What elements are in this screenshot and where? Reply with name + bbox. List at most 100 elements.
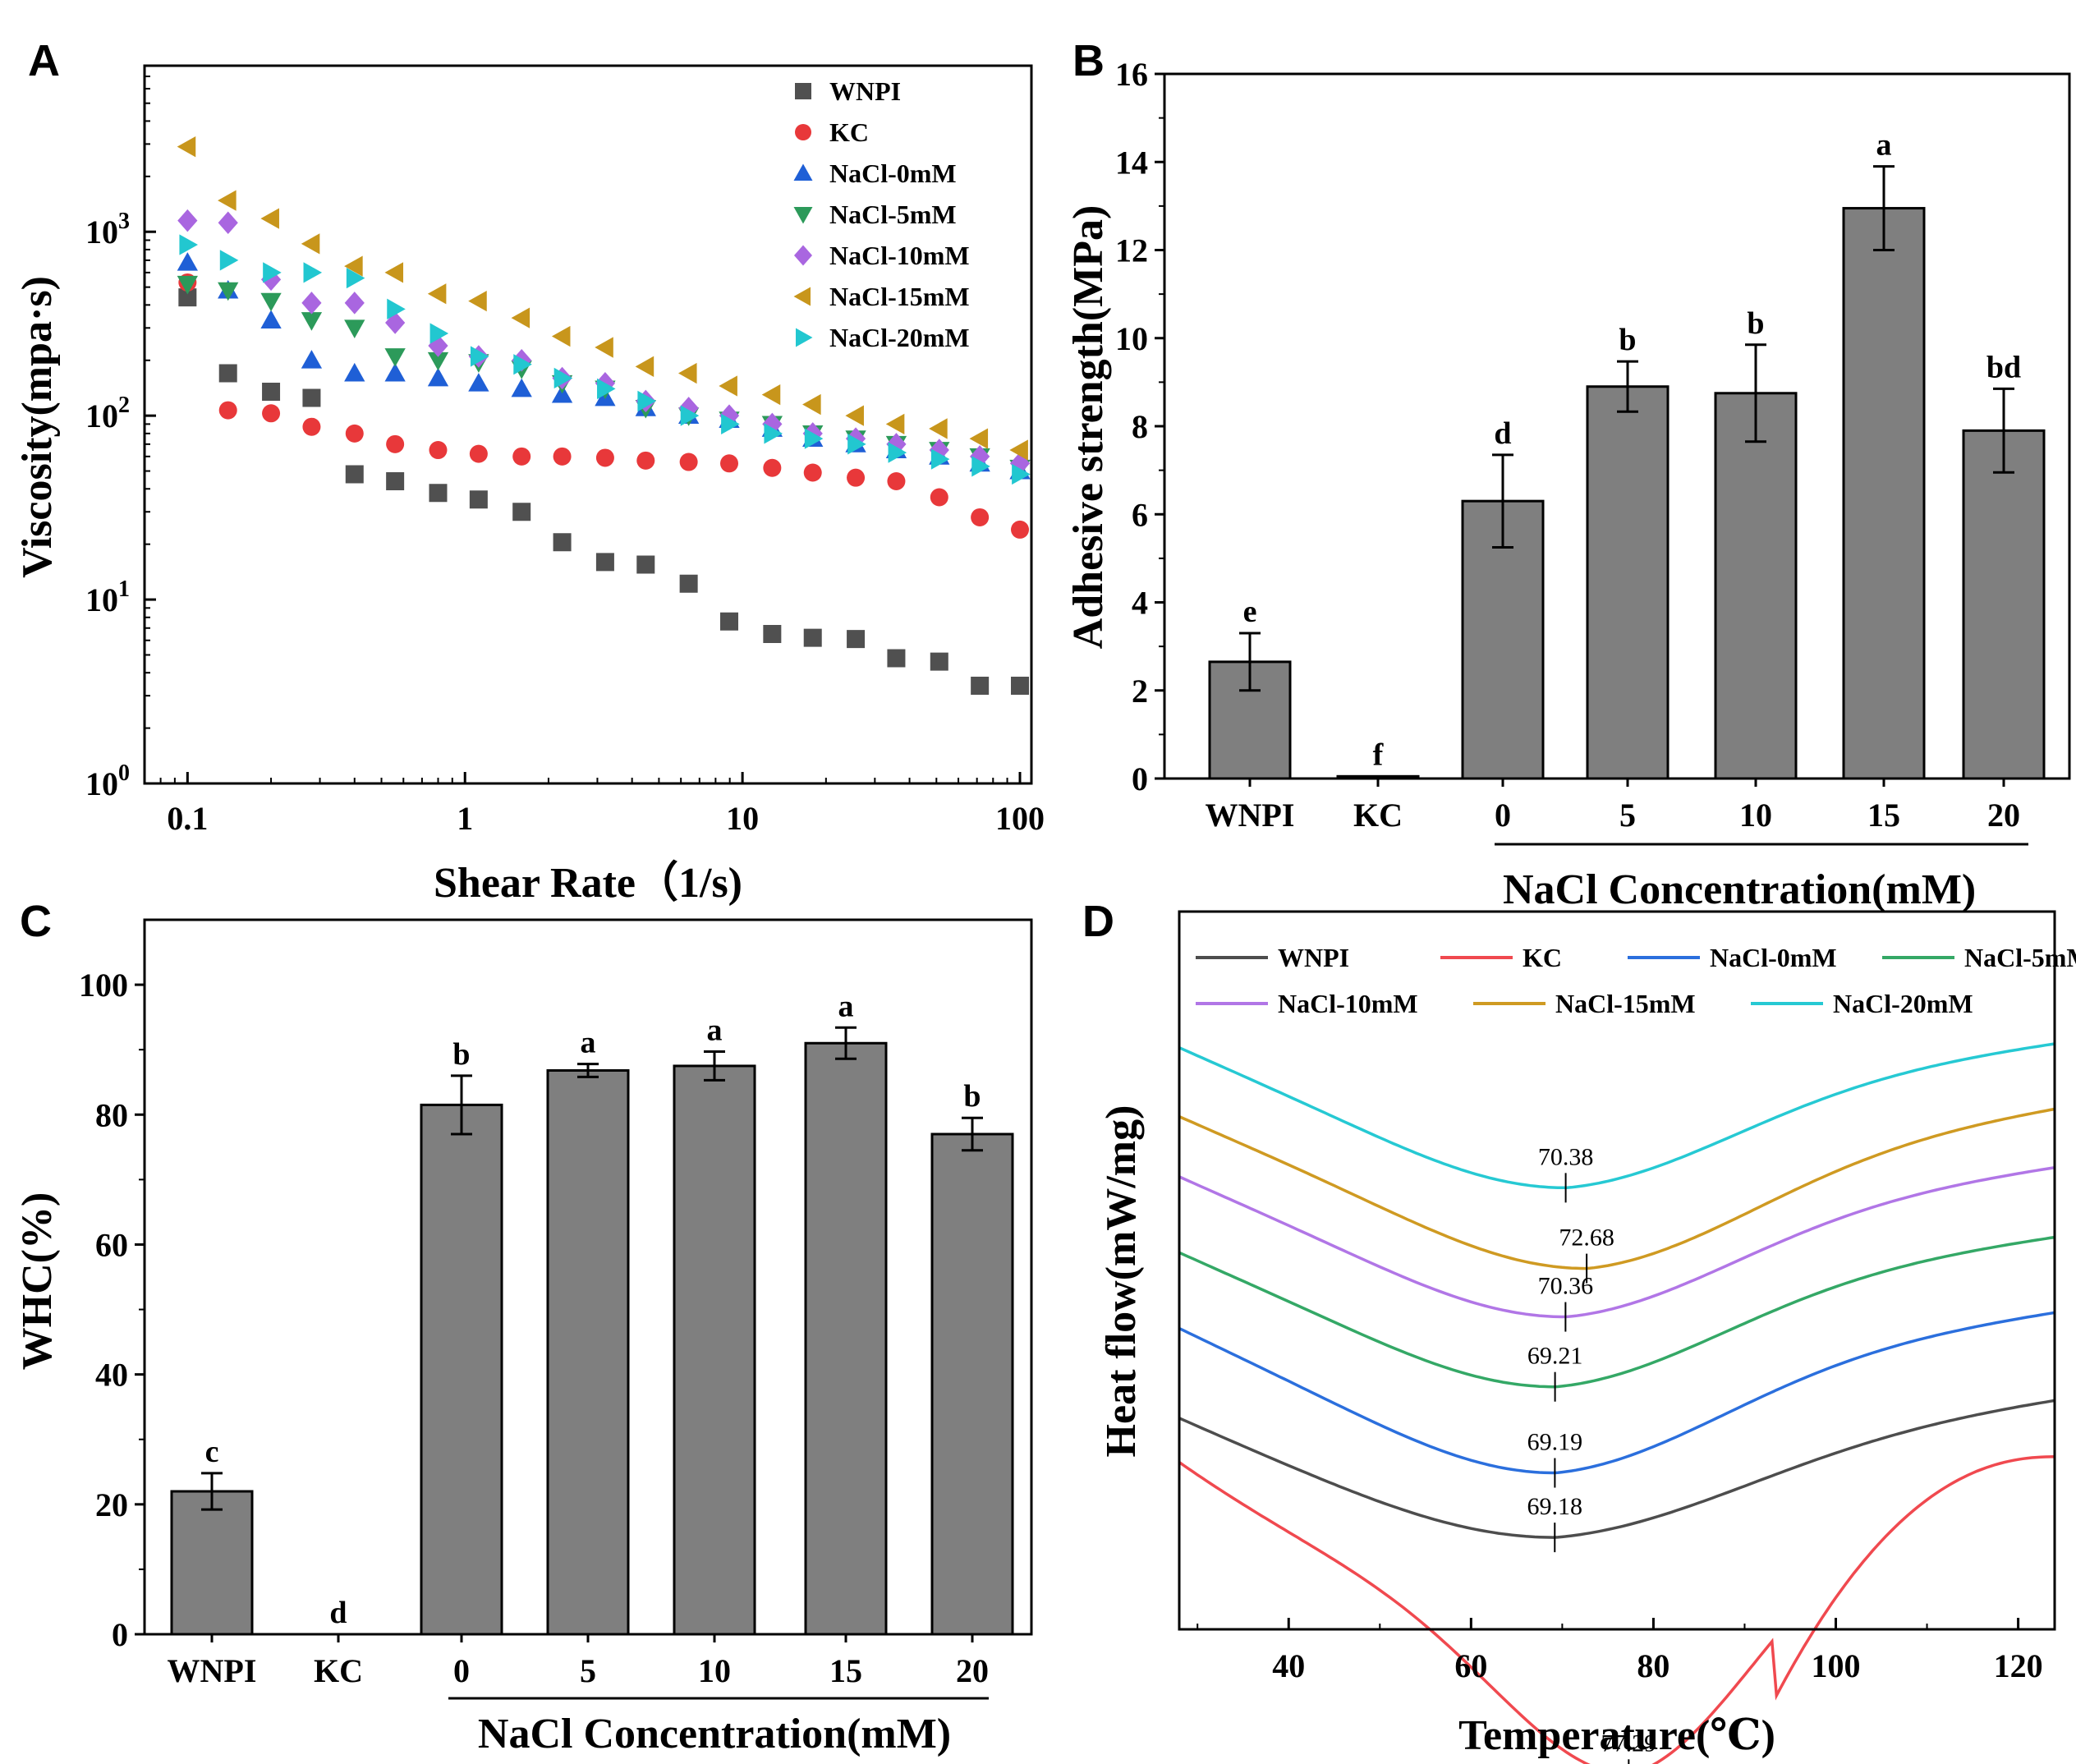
point-NaCl-20mM-7 (470, 346, 489, 367)
point-NaCl-15mM-7 (468, 290, 487, 312)
panel-letter-d: D (1082, 897, 1114, 946)
point-NaCl-0mM-2 (260, 310, 282, 328)
b-x-tick-label-6: 20 (1987, 797, 2020, 834)
d-legend-label-5: NaCl-15mM (1555, 989, 1696, 1018)
d-peak-label-NaCl-5mM: 69.21 (1527, 1343, 1583, 1370)
panel-b-adhesive-chart: e f d b b a bd 0 2 4 6 8 10 12 14 16 WNPI KC 0 5 10 15 20 NaC… (1065, 56, 2071, 913)
point-WNPI-8 (512, 503, 531, 521)
d-curve-NaCl-15mM (1178, 1107, 2055, 1270)
panel-b-x-title: NaCl Concentration(mM) (1503, 866, 1976, 913)
a-legend-marker-2 (793, 163, 813, 181)
panel-a-viscosity-chart: 0.1 1 10 100 100 101 102 103 WNPI KC NaCl-0mM NaCl… (14, 64, 1045, 907)
a-x-tick-label-0: 0.1 (167, 800, 208, 837)
c-bar-WNPI (170, 1490, 254, 1636)
a-legend-label-4: NaCl-10mM (829, 241, 970, 270)
point-KC-17 (887, 471, 906, 490)
point-NaCl-0mM-4 (344, 362, 365, 382)
point-KC-6 (429, 441, 448, 460)
panel-letter-c: C (20, 897, 52, 946)
point-NaCl-20mM-12 (680, 405, 700, 426)
c-y-tick-label-4: 80 (95, 1096, 128, 1133)
c-x-tick-label-6: 20 (956, 1652, 989, 1689)
point-NaCl-20mM-1 (219, 250, 239, 271)
point-WNPI-3 (302, 388, 321, 407)
point-NaCl-15mM-1 (218, 190, 237, 211)
point-WNPI-11 (636, 555, 655, 574)
point-WNPI-19 (971, 676, 990, 695)
point-NaCl-15mM-8 (511, 307, 530, 328)
point-NaCl-20mM-15 (804, 428, 824, 449)
c-sig-10: a (707, 1013, 723, 1048)
point-NaCl-5mM-2 (260, 292, 282, 312)
d-curve-NaCl-20mM (1178, 1042, 2055, 1190)
d-peak-label-NaCl-20mM: 70.38 (1538, 1143, 1594, 1170)
a-legend-label-2: NaCl-0mM (829, 158, 957, 188)
d-legend-label-1: KC (1523, 943, 1562, 972)
c-sig-KC: d (329, 1596, 347, 1630)
panel-c-y-title: WHC(%) (14, 1192, 61, 1371)
point-NaCl-20mM-19 (971, 456, 990, 477)
point-NaCl-15mM-0 (177, 136, 196, 158)
point-KC-3 (302, 417, 321, 436)
c-y-tick-label-5: 100 (79, 967, 128, 1004)
c-x-tick-label-2: 0 (453, 1652, 470, 1689)
c-sig-20: b (963, 1079, 981, 1114)
panel-d-y-title: Heat flow(mW/mg) (1098, 1105, 1145, 1458)
point-WNPI-10 (595, 553, 614, 572)
point-KC-20 (1011, 520, 1030, 539)
a-y-tick-label-1: 101 (85, 577, 130, 618)
point-NaCl-10mM-4 (344, 292, 365, 315)
d-legend-label-0: WNPI (1278, 943, 1349, 972)
d-curve-NaCl-5mM (1178, 1235, 2055, 1389)
point-NaCl-15mM-6 (427, 283, 447, 305)
point-WNPI-20 (1011, 676, 1030, 695)
d-peak-label-KC: 77.29 (1601, 1730, 1657, 1757)
d-x-tick-label-1: 60 (1454, 1647, 1487, 1684)
b-sig-20: bd (1986, 350, 2021, 384)
point-NaCl-20mM-4 (346, 267, 365, 289)
d-curve-NaCl-0mM (1178, 1311, 2055, 1475)
point-NaCl-15mM-13 (719, 375, 737, 397)
panel-d-dsc-chart: 69.18 77.29 69.19 69.21 70.36 72.68 70.38 40 60… (1098, 910, 2076, 1764)
point-KC-5 (386, 434, 405, 453)
d-peak-label-WNPI: 69.18 (1527, 1493, 1583, 1520)
c-x-tick-label-3: 5 (580, 1652, 596, 1689)
b-x-tick-label-0: WNPI (1206, 797, 1295, 834)
d-legend-label-3: NaCl-5mM (1964, 943, 2076, 972)
c-bar-15 (804, 1041, 888, 1636)
a-legend-marker-3 (793, 207, 813, 224)
a-legend-marker-6 (796, 328, 813, 347)
d-legend-label-2: NaCl-0mM (1710, 943, 1837, 972)
a-legend-marker-4 (794, 245, 812, 266)
point-WNPI-2 (262, 382, 281, 401)
a-legend-marker-1 (795, 124, 811, 140)
a-legend-marker-5 (793, 287, 811, 306)
point-NaCl-15mM-16 (845, 405, 864, 426)
d-curve-KC (1178, 1455, 2055, 1764)
point-NaCl-0mM-3 (301, 350, 323, 369)
point-NaCl-15mM-14 (761, 384, 781, 406)
c-sig-15: a (838, 989, 854, 1023)
d-x-tick-label-2: 80 (1637, 1647, 1670, 1684)
point-KC-9 (553, 447, 572, 466)
a-x-tick-label-1: 1 (457, 800, 473, 837)
point-NaCl-5mM-3 (301, 312, 323, 331)
c-x-tick-label-1: KC (314, 1652, 363, 1689)
point-NaCl-10mM-1 (218, 211, 238, 234)
c-bar-10 (673, 1064, 756, 1636)
point-NaCl-20mM-0 (179, 234, 198, 255)
panel-b-y-title: Adhesive strength(MPa) (1065, 205, 1112, 650)
b-bar-10 (1714, 392, 1798, 780)
point-KC-4 (345, 424, 364, 443)
point-WNPI-14 (763, 624, 782, 643)
c-y-tick-label-0: 0 (112, 1616, 128, 1653)
a-legend-label-3: NaCl-5mM (829, 200, 957, 229)
panel-d-frame (1178, 910, 2056, 1631)
point-NaCl-15mM-11 (635, 356, 654, 377)
b-y-tick-label-5: 10 (1115, 320, 1148, 357)
d-curve-NaCl-10mM (1178, 1165, 2055, 1319)
c-sig-0: b (452, 1037, 470, 1072)
point-KC-19 (971, 508, 990, 526)
b-y-tick-label-4: 8 (1132, 408, 1148, 445)
point-NaCl-0mM-8 (511, 378, 532, 397)
